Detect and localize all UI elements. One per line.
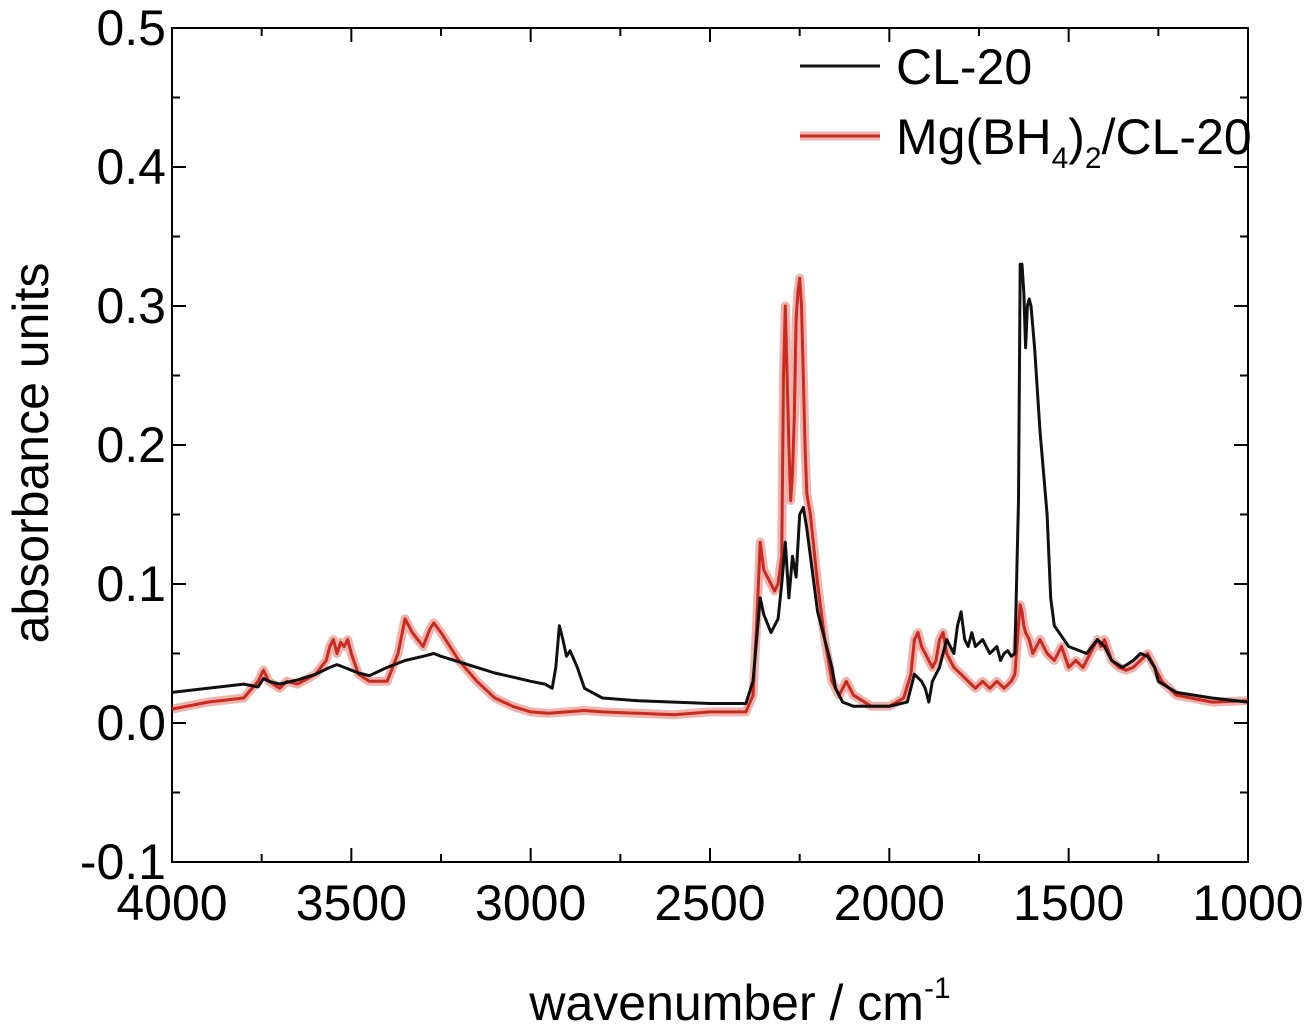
- legend-label: Mg(BH4)2/CL-20: [896, 109, 1252, 175]
- series-layer: [171, 262, 1249, 720]
- x-tick-label: 2000: [834, 875, 945, 931]
- y-tick-label: 0.0: [96, 695, 166, 751]
- y-tick-label: 0.4: [96, 139, 166, 195]
- y-tick-label: 0.2: [96, 417, 166, 473]
- x-tick-label: 1500: [1013, 875, 1124, 931]
- x-tick-label: 4000: [116, 875, 227, 931]
- y-tick-label: 0.1: [96, 556, 166, 612]
- x-tick-label: 3500: [296, 875, 407, 931]
- series-line-cl-20: [171, 262, 1249, 708]
- legend-label: CL-20: [896, 39, 1032, 95]
- x-tick-label: 2500: [654, 875, 765, 931]
- x-tick-label: 3000: [475, 875, 586, 931]
- y-axis-label: absorbance units: [3, 263, 59, 644]
- series-line-glow-mg-bh4-2-cl-20: [171, 273, 1249, 720]
- y-tick-label: 0.5: [96, 0, 166, 56]
- x-axis-label: wavenumber / cm-1: [528, 972, 950, 1029]
- y-tick-label: -0.1: [80, 834, 166, 890]
- legend: CL-20 Mg(BH4)2/CL-20: [800, 39, 1252, 175]
- series-line-mg-bh4-2-cl-20: [171, 276, 1249, 717]
- x-tick-label: 1000: [1192, 875, 1303, 931]
- y-tick-label: 0.3: [96, 278, 166, 334]
- ticks-layer: 4000 3500 3000 2500 2000 1500 1000 -0.1 0.0 0.1 0.…: [80, 0, 1304, 931]
